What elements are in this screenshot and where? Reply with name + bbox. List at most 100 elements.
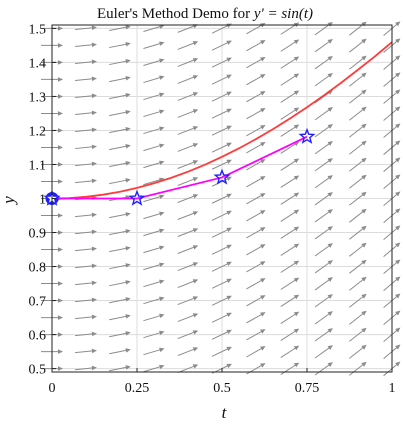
slope-arrow-4-14 — [177, 126, 199, 135]
slope-arrow-1-5 — [75, 280, 97, 286]
slope-arrow-2-0 — [109, 365, 131, 372]
chart-title-equation: y' = sin(t) — [252, 6, 313, 22]
slope-arrow-7-14 — [280, 124, 300, 137]
slope-arrow-0-4 — [41, 298, 63, 303]
slope-arrow-6-6 — [246, 261, 266, 273]
slope-arrow-0-19 — [41, 43, 63, 48]
slope-arrow-2-7 — [109, 246, 131, 253]
slope-arrow-5-7 — [211, 244, 232, 255]
slope-arrow-6-1 — [246, 346, 266, 358]
slope-arrow-1-2 — [75, 331, 97, 337]
slope-arrow-8-5 — [314, 277, 333, 291]
slope-arrow-2-14 — [109, 127, 131, 134]
slope-arrow-6-11 — [246, 176, 266, 188]
slope-arrow-7-9 — [280, 209, 300, 222]
slope-arrow-1-8 — [75, 229, 97, 235]
euler-point-1 — [128, 189, 146, 206]
slope-arrow-9-10 — [349, 191, 367, 206]
slope-arrow-10-2 — [383, 327, 401, 343]
slope-arrow-4-17 — [177, 75, 199, 84]
slope-arrow-6-4 — [246, 295, 266, 307]
slope-arrow-9-17 — [349, 72, 367, 87]
slope-arrow-5-14 — [211, 125, 232, 136]
slope-arrow-1-20 — [75, 25, 97, 31]
slope-arrow-4-19 — [177, 41, 199, 50]
slope-arrow-8-1 — [314, 345, 333, 359]
slope-arrow-9-4 — [349, 293, 367, 308]
slope-arrow-5-19 — [211, 40, 232, 51]
slope-arrow-10-8 — [383, 225, 401, 240]
slope-arrow-5-10 — [211, 193, 232, 204]
slope-arrow-3-13 — [143, 143, 165, 152]
slope-arrow-6-14 — [246, 125, 266, 137]
slope-arrow-5-13 — [211, 142, 232, 153]
slope-arrow-9-7 — [349, 242, 367, 257]
slope-arrow-1-16 — [75, 93, 97, 99]
slope-arrow-3-10 — [143, 194, 165, 203]
slope-arrow-3-7 — [143, 245, 165, 254]
slope-arrow-7-10 — [280, 192, 300, 205]
slope-arrow-3-0 — [143, 364, 165, 373]
slope-arrow-7-0 — [280, 362, 300, 375]
slope-arrow-3-14 — [143, 126, 165, 135]
slope-arrow-2-5 — [109, 280, 131, 287]
slope-arrow-2-2 — [109, 331, 131, 338]
slope-arrow-1-14 — [75, 127, 97, 133]
slope-arrow-10-4 — [383, 293, 401, 309]
slope-arrow-0-5 — [41, 281, 63, 286]
slope-arrow-8-7 — [314, 243, 333, 257]
slope-arrow-5-1 — [211, 346, 232, 357]
slope-arrow-3-17 — [143, 75, 165, 84]
slope-arrow-10-11 — [383, 174, 401, 189]
slope-arrow-10-15 — [383, 106, 401, 121]
slope-arrow-3-19 — [143, 41, 165, 50]
slope-arrow-0-1 — [41, 349, 63, 354]
x-axis-label: t — [222, 403, 228, 422]
y-tick-label-5: 1 — [39, 193, 46, 208]
slope-arrow-1-18 — [75, 59, 97, 65]
slope-arrow-7-17 — [280, 73, 300, 86]
slope-arrow-10-13 — [383, 140, 401, 155]
slope-arrow-8-4 — [314, 294, 333, 308]
y-tick-label-4: 0.9 — [29, 227, 47, 242]
slope-arrow-10-5 — [383, 276, 401, 292]
slope-arrow-2-12 — [109, 161, 131, 168]
slope-arrow-6-15 — [246, 108, 266, 120]
slope-arrow-1-6 — [75, 263, 97, 269]
slope-arrow-10-19 — [383, 38, 401, 53]
slope-arrow-7-18 — [280, 56, 300, 69]
slope-arrow-10-16 — [383, 89, 401, 104]
slope-arrow-4-1 — [177, 347, 199, 357]
slope-arrow-10-1 — [383, 344, 401, 360]
slope-arrow-2-13 — [109, 144, 131, 151]
y-tick-label-7: 1.2 — [29, 124, 47, 139]
slope-arrow-3-20 — [143, 24, 165, 33]
slope-arrow-6-3 — [246, 312, 266, 324]
slope-arrow-0-8 — [41, 230, 63, 235]
y-axis-label: y — [0, 196, 18, 206]
slope-arrow-10-3 — [383, 310, 401, 326]
slope-arrow-3-1 — [143, 347, 165, 356]
slope-arrow-7-1 — [280, 345, 300, 358]
slope-arrow-5-5 — [211, 278, 232, 289]
slope-arrow-8-0 — [314, 362, 333, 376]
series-layer — [43, 41, 393, 206]
slope-arrow-10-10 — [383, 191, 401, 206]
slope-arrow-8-10 — [314, 192, 333, 206]
slope-arrow-4-9 — [177, 211, 199, 220]
slope-arrow-8-17 — [314, 73, 333, 87]
slope-arrow-4-15 — [177, 109, 199, 118]
slope-arrow-10-14 — [383, 123, 401, 138]
slope-arrow-4-0 — [177, 364, 199, 374]
slope-arrow-2-6 — [109, 263, 131, 270]
slope-arrow-7-12 — [280, 158, 300, 171]
slope-arrow-0-20 — [41, 26, 63, 31]
slope-arrow-7-6 — [280, 260, 300, 273]
slope-arrow-1-17 — [75, 76, 97, 82]
slope-arrow-2-3 — [109, 314, 131, 321]
slope-arrow-1-19 — [75, 42, 97, 48]
x-tick-label-4: 1 — [389, 381, 396, 396]
slope-arrow-4-8 — [177, 228, 199, 237]
slope-arrow-0-16 — [41, 94, 63, 99]
slope-arrow-10-7 — [383, 242, 401, 257]
